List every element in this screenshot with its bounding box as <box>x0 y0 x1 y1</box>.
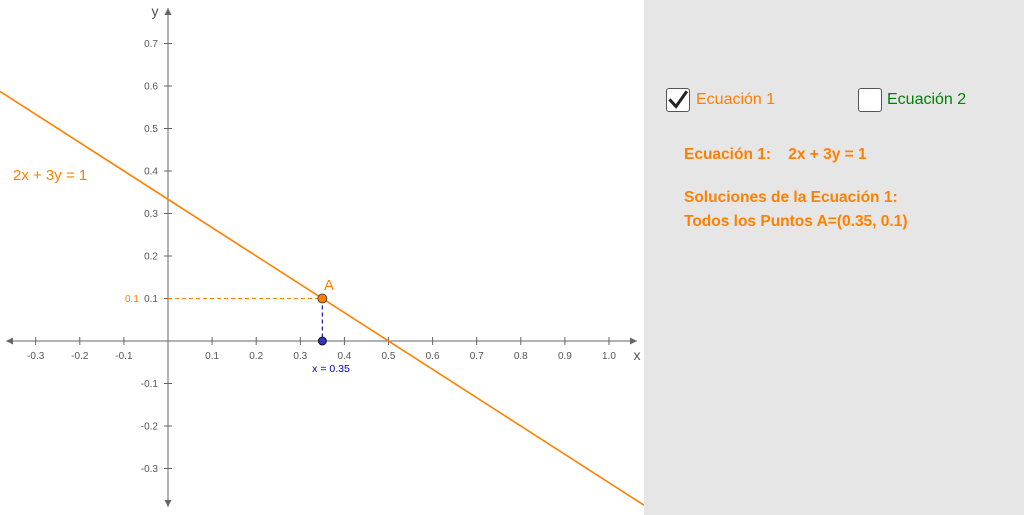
y-tick-label: -0.1 <box>141 379 159 390</box>
marker-layer <box>168 293 328 346</box>
check-icon <box>668 90 688 109</box>
y-tick-label: 0.5 <box>144 124 158 135</box>
y-tick-label: 0.1 <box>144 294 158 305</box>
x-tick-label: -0.2 <box>71 351 89 362</box>
x-tick-label: 0.8 <box>514 351 528 362</box>
point-a[interactable] <box>317 293 328 304</box>
x-tick-label: 0.7 <box>470 351 484 362</box>
equation-title: Ecuación 1: 2x + 3y = 1 <box>684 146 867 163</box>
x-axis-label: x <box>634 347 641 363</box>
y-tick-label: 0.4 <box>144 167 158 178</box>
x-tick-label: 0.9 <box>558 351 572 362</box>
x-value-marker-label: x = 0.35 <box>312 363 350 375</box>
x-tick-label: 0.4 <box>337 351 351 362</box>
x-axis-left-arrow-icon <box>6 337 13 345</box>
x-axis-ticks: -0.3 -0.2 -0.1 0.1 0.2 0.3 0.4 0.5 0.6 0.7 0.8 0.9 1… <box>27 337 616 362</box>
x-tick-label: 1.0 <box>602 351 616 362</box>
y-axis-up-arrow-icon <box>164 8 172 15</box>
y-axis-ticks: 0.7 0.6 0.5 0.4 0.3 0.2 0.1 -0.1 -0.2 -0.3 <box>141 39 172 475</box>
y-tick-label: 0.6 <box>144 82 158 93</box>
x-tick-label: -0.3 <box>27 351 45 362</box>
y-axis-label: y <box>152 3 159 19</box>
ecuacion-2-checkbox[interactable]: Ecuación 2 <box>858 86 966 114</box>
y-tick-label: -0.2 <box>141 422 159 433</box>
x-axis-right-arrow-icon <box>630 337 637 345</box>
y-tick-label: 0.3 <box>144 209 158 220</box>
ecuacion-1-checkbox[interactable]: Ecuación 1 <box>666 86 775 114</box>
x-tick-label: 0.1 <box>205 351 219 362</box>
point-a-label: A <box>324 277 334 294</box>
y-axis-down-arrow-icon <box>164 500 172 507</box>
checkbox-box[interactable] <box>666 88 690 112</box>
y-tick-label: 0.2 <box>144 252 158 263</box>
coordinate-plane[interactable]: -0.3 -0.2 -0.1 0.1 0.2 0.3 0.4 0.5 0.6 0.7 0.8 0.9 1… <box>0 0 644 515</box>
x-slider-point[interactable] <box>317 336 327 346</box>
checkbox-box[interactable] <box>858 88 882 112</box>
x-tick-label: 0.6 <box>426 351 440 362</box>
ecuacion-2-label: Ecuación 2 <box>887 91 967 108</box>
x-tick-label: -0.1 <box>115 351 133 362</box>
solutions-title: Soluciones de la Ecuación 1: <box>684 189 898 206</box>
axes <box>6 8 637 507</box>
algebra-panel: Ecuación 1 Ecuación 2 Ecuación 1: 2x + 3… <box>644 0 1024 515</box>
x-tick-label: 0.3 <box>293 351 307 362</box>
x-tick-label: 0.5 <box>382 351 396 362</box>
y-tick-label: -0.3 <box>141 464 159 475</box>
ecuacion-1-label: Ecuación 1 <box>696 91 776 108</box>
graphics-view[interactable]: -0.3 -0.2 -0.1 0.1 0.2 0.3 0.4 0.5 0.6 0.7 0.8 0.9 1… <box>0 0 644 515</box>
solutions-points: Todos los Puntos A=(0.35, 0.1) <box>684 213 908 230</box>
y-value-marker-label: 0.1 <box>125 294 139 305</box>
x-tick-label: 0.2 <box>249 351 263 362</box>
y-tick-label: 0.7 <box>144 39 158 50</box>
line-equation-label[interactable]: 2x + 3y = 1 <box>13 167 87 184</box>
